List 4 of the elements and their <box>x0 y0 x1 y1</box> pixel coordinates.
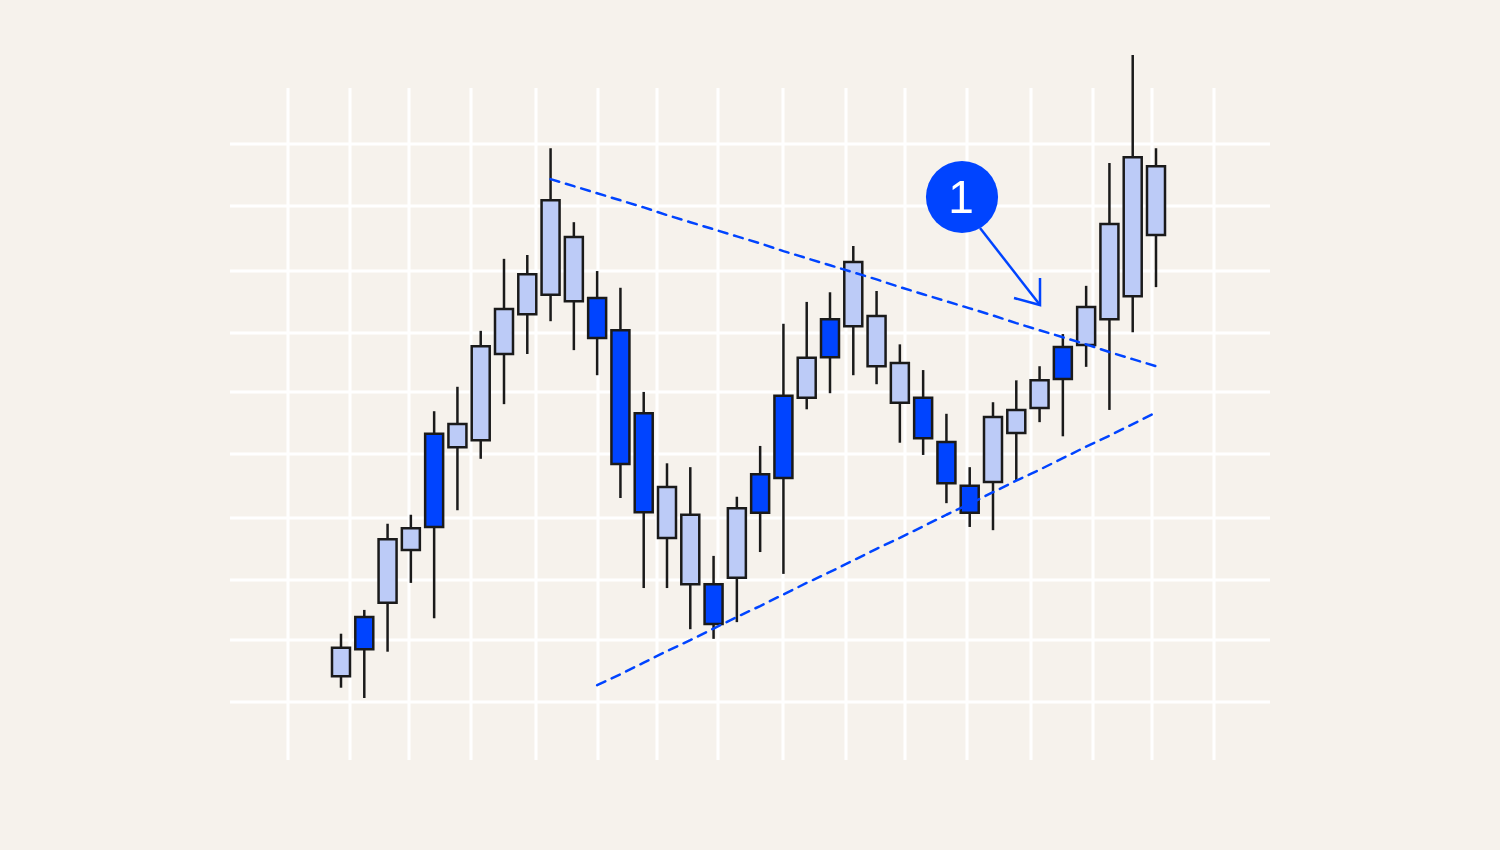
candlestick <box>1006 379 1027 482</box>
annotation: 1 <box>948 171 974 223</box>
candlestick <box>447 385 468 512</box>
candlestick <box>400 513 422 585</box>
